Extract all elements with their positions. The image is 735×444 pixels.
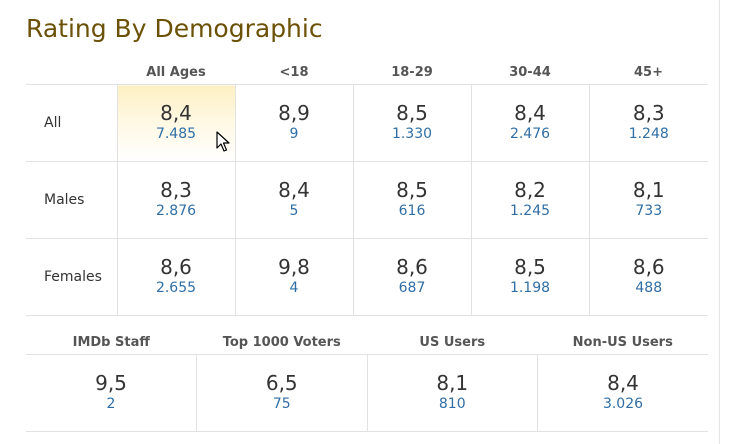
votes-link[interactable]: 75 [272,396,291,412]
table-row-all: All 8,4 7.485 8,9 9 8,5 1.330 8,4 2.476 [26,84,708,162]
rating-value: 8,5 [396,178,428,202]
demographic-table: All Ages <18 18-29 30-44 45+ All 8,4 7.4… [26,60,708,316]
rating-value: 8,6 [632,255,665,279]
rating-value: 8,6 [160,255,192,279]
rating-value: 6,5 [265,371,298,395]
special-header-row: IMDb Staff Top 1000 Voters US Users Non-… [26,331,708,355]
rating-value: 8,3 [632,101,665,125]
cell-females-45-plus: 8,6 488 [588,238,708,316]
votes-link[interactable]: 5 [289,203,299,219]
rating-by-demographic-panel: Rating By Demographic All Ages <18 18-29… [26,0,720,444]
table-row-males: Males 8,3 2.876 8,4 5 8,5 616 8,2 1.245 [26,161,708,239]
row-label-all: All [26,84,117,162]
rating-value: 8,4 [160,101,192,125]
cell-males-18-29: 8,5 616 [352,161,471,239]
header-top-1000-voters: Top 1000 Voters [196,331,367,355]
votes-link[interactable]: 810 [438,396,466,412]
cell-females-under-18: 9,8 4 [234,238,353,316]
header-us-users: US Users [367,331,538,355]
rating-value: 9,8 [278,255,310,279]
votes-link[interactable]: 1.248 [628,126,669,142]
cell-females-18-29: 8,6 687 [352,238,471,316]
header-blank [26,60,117,85]
cell-females-30-44: 8,5 1.198 [470,238,589,316]
rating-value: 8,9 [278,101,310,125]
cell-males-all-ages: 8,3 2.876 [116,161,235,239]
votes-link[interactable]: 2 [106,396,116,412]
header-45-plus: 45+ [589,60,708,85]
votes-link[interactable]: 1.245 [509,203,551,219]
header-under-18: <18 [235,60,353,85]
header-30-44: 30-44 [471,60,589,85]
rating-value: 8,3 [160,178,192,202]
section-title: Rating By Demographic [26,14,323,43]
rating-value: 8,6 [396,255,428,279]
demographic-header-row: All Ages <18 18-29 30-44 45+ [26,60,708,85]
votes-link[interactable]: 2.655 [155,280,197,296]
cell-all-all-ages: 8,4 7.485 [116,84,235,162]
row-label-males: Males [26,161,117,239]
rating-value: 8,4 [514,101,546,125]
cell-imdb-staff: 9,5 2 [26,354,197,432]
cell-all-18-29: 8,5 1.330 [352,84,471,162]
cell-non-us-users: 8,4 3.026 [537,354,708,432]
header-non-us-users: Non-US Users [537,331,708,355]
rating-value: 8,4 [607,371,639,395]
header-18-29: 18-29 [353,60,471,85]
cell-females-all-ages: 8,6 2.655 [116,238,235,316]
rating-value: 8,4 [278,178,310,202]
votes-link[interactable]: 2.476 [509,126,551,142]
header-all-ages: All Ages [117,60,235,85]
votes-link[interactable]: 733 [635,203,663,219]
votes-link[interactable]: 687 [398,280,426,296]
votes-link[interactable]: 2.876 [155,203,197,219]
cell-males-45-plus: 8,1 733 [588,161,708,239]
cell-us-users: 8,1 810 [366,354,538,432]
table-row-special: 9,5 2 6,5 75 8,1 810 8,4 3.026 [26,354,708,432]
votes-link[interactable]: 3.026 [602,396,644,412]
votes-link[interactable]: 488 [635,280,663,296]
cell-top-1000-voters: 6,5 75 [196,354,367,432]
header-imdb-staff: IMDb Staff [26,331,197,355]
rating-value: 8,1 [436,371,469,395]
rating-value: 8,5 [396,101,428,125]
cell-all-under-18: 8,9 9 [234,84,353,162]
votes-link[interactable]: 9 [289,126,299,142]
cell-males-30-44: 8,2 1.245 [470,161,589,239]
table-row-females: Females 8,6 2.655 9,8 4 8,6 687 8,5 1.19… [26,238,708,316]
votes-link[interactable]: 616 [398,203,426,219]
votes-link[interactable]: 4 [289,280,299,296]
rating-value: 8,2 [514,178,546,202]
row-label-females: Females [26,238,117,316]
rating-value: 9,5 [95,371,127,395]
votes-link[interactable]: 1.198 [509,280,551,296]
special-groups-table: IMDb Staff Top 1000 Voters US Users Non-… [26,331,708,432]
cell-males-under-18: 8,4 5 [234,161,353,239]
rating-value: 8,1 [632,178,665,202]
cell-all-45-plus: 8,3 1.248 [588,84,708,162]
votes-link[interactable]: 7.485 [155,126,197,142]
mouse-pointer-icon [216,131,230,152]
cell-all-30-44: 8,4 2.476 [470,84,589,162]
rating-value: 8,5 [514,255,546,279]
votes-link[interactable]: 1.330 [391,126,433,142]
